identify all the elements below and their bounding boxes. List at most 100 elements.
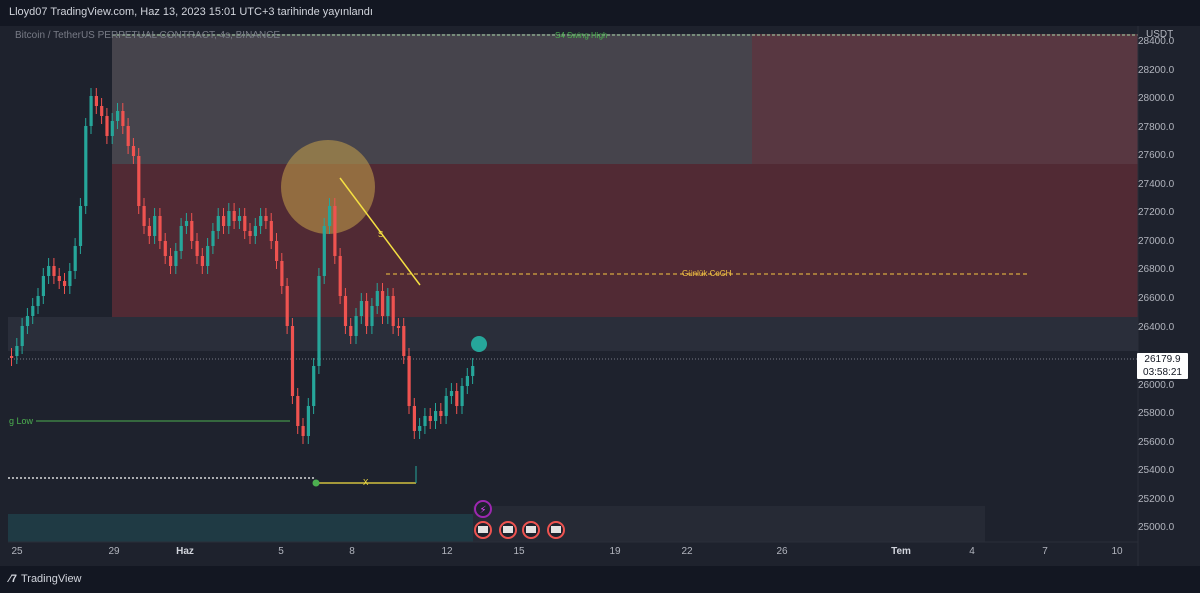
candle-body [280,261,284,286]
time-tick: 15 [513,546,525,557]
candle-body [47,266,51,276]
candle-body [105,116,109,136]
time-tick: 22 [681,546,693,557]
candle-body [243,216,247,231]
time-tick: 26 [776,546,788,557]
candle-body [402,326,406,356]
price-tick: 27600.0 [1138,150,1175,161]
time-tick: Tem [891,546,911,557]
price-tick: 25600.0 [1138,437,1175,448]
candle-body [449,391,454,396]
price-tick: 26400.0 [1138,322,1175,333]
chart-canvas[interactable]: ⚡ [8,26,1192,566]
candle-body [370,306,374,326]
candle-body [73,246,77,271]
candle-body [301,426,305,436]
candle-body [465,376,469,386]
candle-body [407,356,411,406]
candle-body [195,241,199,256]
time-tick: 7 [1042,546,1048,557]
candle-body [57,276,61,281]
candle-body [365,301,369,326]
candle-body [15,346,19,356]
symbol-info[interactable]: Bitcoin / TetherUS PERPETUAL CONTRACT, 4… [15,30,281,41]
candle-body [20,326,24,346]
candle-body [190,221,194,241]
candle-body [137,156,141,206]
chart-area[interactable]: ⚡ [8,26,1192,566]
swing-low-label: g Low [9,416,34,426]
candle-body [269,221,273,241]
candle-body [317,276,321,366]
bar-countdown: 03:58:21 [1143,367,1182,378]
candle-body [391,296,395,326]
candle-body [25,316,30,326]
publish-info: Lloyd07 TradingView.com, Haz 13, 2023 15… [9,6,373,18]
candle-body [116,111,120,121]
price-tick: 27400.0 [1138,179,1175,190]
candle-body [338,256,342,296]
candle-body [179,226,183,251]
candle-body [163,241,167,256]
time-tick: Haz [176,546,194,557]
candle-body [227,211,231,226]
candle-body [375,291,379,306]
price-tick: 27800.0 [1138,122,1175,133]
currency-label: USDT [1146,29,1174,40]
time-tick: 19 [609,546,621,557]
candle-body [248,231,252,236]
price-tick: 28400.0 [1138,36,1175,47]
supply-zone-gray [112,34,752,164]
candle-body [312,366,316,406]
candle-body [471,366,475,376]
candle-body [306,406,310,436]
candle-body [31,306,35,316]
time-tick: 29 [108,546,120,557]
highlight-circle [281,140,375,234]
price-tick: 28000.0 [1138,93,1175,104]
price-tick: 26600.0 [1138,293,1175,304]
time-tick: 5 [278,546,284,557]
volume-zone-teal [8,514,473,542]
candle-body [275,241,279,261]
price-tick: 26800.0 [1138,264,1175,275]
tradingview-logo-icon: ⁄7 [9,573,17,585]
candle-body [94,96,98,106]
current-price-box: 26179.9 03:58:21 [1137,353,1188,379]
candle-body [110,121,114,136]
time-tick: 8 [349,546,355,557]
candle-body [121,111,125,126]
current-price: 26179.9 [1144,354,1181,365]
candle-body [264,216,268,221]
candle-body [222,216,226,226]
brand-name: TradingView [20,573,82,585]
candle-body [100,106,104,116]
candle-body [428,416,432,421]
top-bar: Lloyd07 TradingView.com, Haz 13, 2023 15… [0,0,1200,26]
candle-body [84,126,88,206]
candle-body [200,256,204,266]
candle-body [78,206,83,246]
candle-body [328,206,332,226]
candle-body [142,206,146,226]
price-tick: 26000.0 [1138,380,1175,391]
time-tick: 12 [441,546,453,557]
candle-body [386,296,390,316]
candle-body [169,256,173,266]
candle-body [259,216,263,226]
brand[interactable]: ⁄7 TradingView [9,573,82,585]
price-tick: 28200.0 [1138,65,1175,76]
candle-body [322,226,326,276]
candle-body [89,96,93,126]
candle-body [10,356,14,358]
s-label: S [378,230,384,239]
event-flash-icon[interactable] [474,500,492,518]
candle-body [412,406,416,431]
coch-label: Günlük CoCH [682,269,732,278]
event-flag-icons[interactable] [474,521,565,539]
candles [10,88,475,444]
candle-body [184,221,189,226]
candle-body [237,216,242,221]
candle-body [333,206,337,256]
candle-body [232,211,236,221]
